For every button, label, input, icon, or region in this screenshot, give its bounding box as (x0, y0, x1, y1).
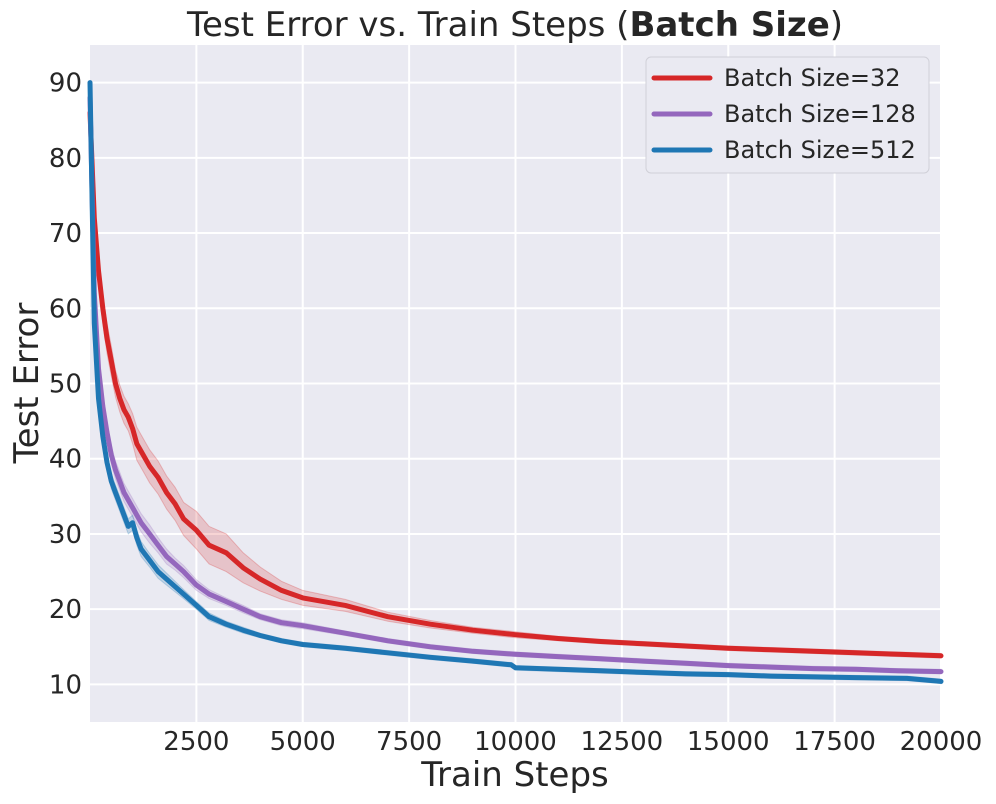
y-tick-label: 60 (49, 294, 82, 324)
legend-box (645, 56, 930, 174)
legend-label-2: Batch Size=128 (724, 100, 916, 128)
x-tick-label: 7500 (376, 727, 442, 757)
series-line-2 (87, 95, 944, 675)
y-tick-label: 50 (49, 370, 82, 400)
y-tick-label: 10 (49, 670, 82, 700)
x-tick-label: 10000 (474, 727, 557, 757)
x-tick-label: 20000 (900, 727, 983, 757)
legend: Batch Size=32 Batch Size=128 Batch Size=51… (645, 56, 930, 174)
series-lines (87, 80, 944, 684)
legend-label-1: Batch Size=32 (724, 64, 901, 92)
y-tick-label: 90 (49, 69, 82, 99)
x-tick-label: 17500 (793, 727, 876, 757)
x-tick-label: 12500 (581, 727, 664, 757)
legend-label-3: Batch Size=512 (724, 136, 916, 164)
x-tick-label: 2500 (163, 727, 229, 757)
y-tick-label: 30 (49, 520, 82, 550)
series-line-3 (87, 80, 944, 684)
x-tick-labels: 2500 5000 7500 10000 12500 15000 17500 20000 (163, 727, 982, 757)
chart-title: Test Error vs. Train Steps (Batch Size) (186, 5, 843, 45)
y-tick-label: 40 (49, 445, 82, 475)
chart-title-suffix: ) (830, 5, 843, 45)
x-tick-label: 15000 (687, 727, 770, 757)
series-line-1 (87, 110, 944, 659)
y-tick-label: 20 (49, 595, 82, 625)
grid-lines (90, 45, 942, 722)
x-axis-label: Train Steps (420, 755, 609, 795)
chart-title-prefix: Test Error vs. Train Steps ( (186, 5, 629, 45)
x-tick-label: 5000 (270, 727, 336, 757)
y-tick-label: 80 (49, 144, 82, 174)
y-tick-label: 70 (49, 219, 82, 249)
chart-title-bold: Batch Size (629, 5, 829, 45)
y-axis-label: Test Error (7, 303, 47, 465)
y-tick-labels: 10 20 30 40 50 60 70 80 90 (49, 69, 82, 701)
